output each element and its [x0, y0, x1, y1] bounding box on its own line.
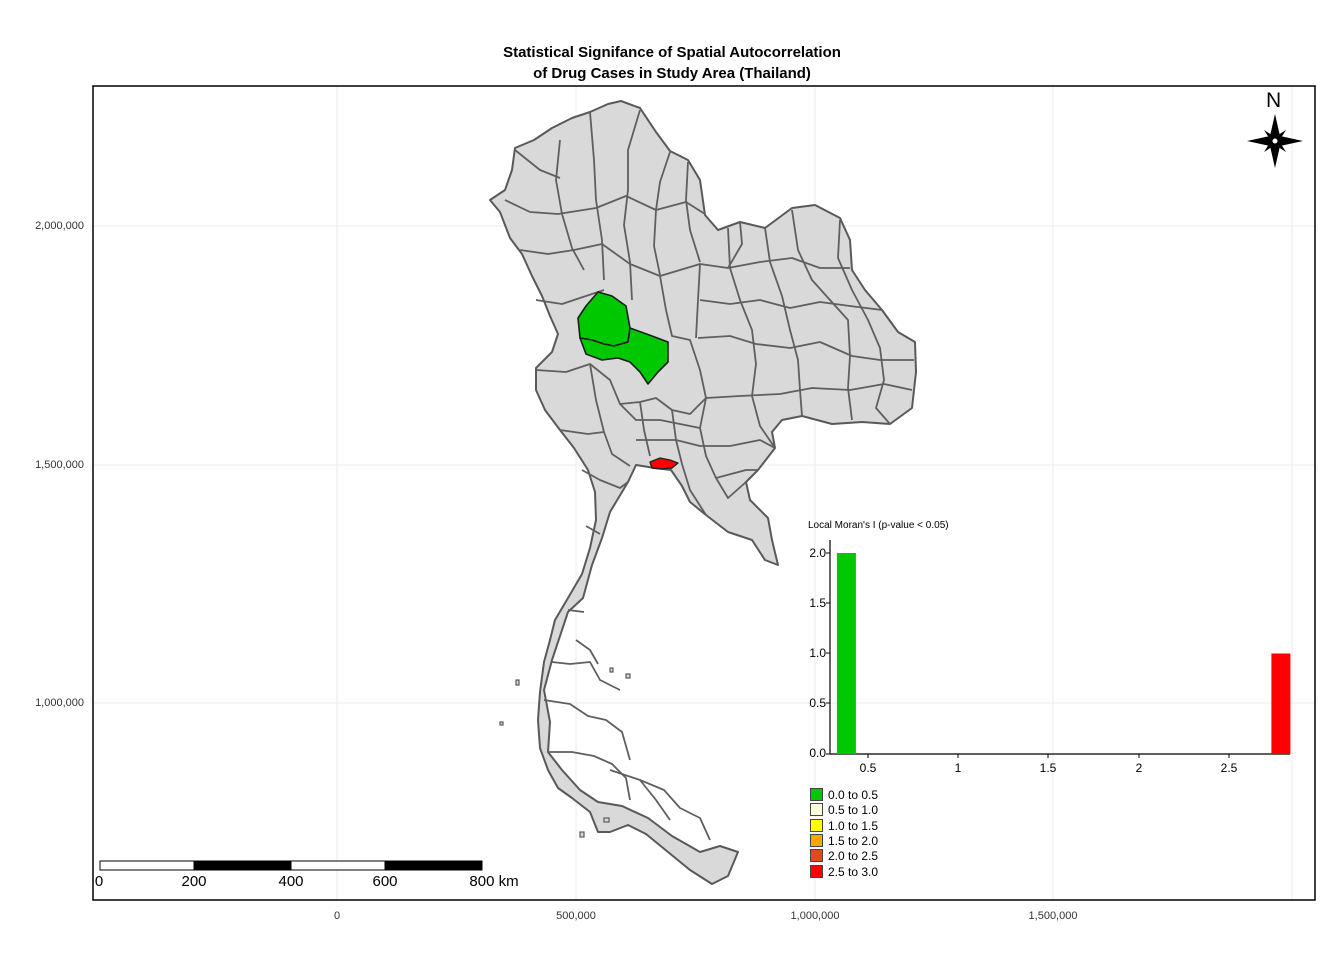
legend-swatch [810, 788, 823, 801]
legend-item: 1.0 to 1.5 [810, 818, 878, 833]
x-tick-label: 1,500,000 [1028, 910, 1078, 922]
cluster-province-green-east [579, 327, 669, 385]
scale-bar-label: 200 [181, 873, 207, 890]
map-title-line1: Statistical Signifance of Spatial Autoco… [503, 44, 841, 61]
y-tick-label: 2,000,000 [35, 220, 84, 232]
legend-item: 2.0 to 2.5 [810, 848, 878, 863]
legend-item: 2.5 to 3.0 [810, 864, 878, 879]
legend-label: 2.5 to 3.0 [828, 864, 879, 879]
histogram-y-tick: 1.5 [809, 596, 826, 610]
legend-swatch [810, 849, 823, 862]
x-tick-label: 500,000 [556, 910, 596, 922]
histogram-y-tick: 0.0 [809, 746, 826, 760]
legend-item: 0.5 to 1.0 [810, 802, 878, 817]
histogram-title: Local Moran's I (p-value < 0.05) [808, 520, 949, 531]
scale-bar-label: 0 [94, 873, 104, 890]
legend-label: 1.0 to 1.5 [828, 818, 879, 833]
legend-label: 2.0 to 2.5 [828, 848, 879, 863]
y-tick-label: 1,000,000 [35, 697, 84, 709]
histogram-bar [1271, 653, 1291, 754]
panel-frame [92, 85, 1316, 901]
thailand-country [489, 100, 917, 885]
north-label: N [1266, 89, 1282, 112]
map-title-line2: of Drug Cases in Study Area (Thailand) [533, 65, 811, 82]
histogram-x-tick: 2.5 [1220, 761, 1238, 775]
legend-swatch [810, 865, 823, 878]
histogram-bars [836, 553, 1291, 754]
x-tick-label: 0 [333, 910, 341, 922]
histogram-x-tick: 2 [1135, 761, 1143, 775]
histogram-y-tick: 1.0 [809, 646, 826, 660]
legend-item: 1.5 to 2.0 [810, 833, 878, 848]
legend-label: 0.5 to 1.0 [828, 802, 879, 817]
scale-bar [99, 860, 483, 871]
legend-item: 0.0 to 0.5 [810, 787, 878, 802]
histogram-bar [836, 553, 856, 754]
north-arrow-icon [1247, 114, 1303, 168]
scale-bar-label: 600 [372, 873, 398, 890]
histogram-x-tick: 1.5 [1039, 761, 1057, 775]
map-title: Statistical Signifance of Spatial Autoco… [0, 42, 1344, 84]
legend-swatch [810, 834, 823, 847]
x-tick-label: 1,000,000 [790, 910, 840, 922]
legend-swatch [810, 803, 823, 816]
legend-label: 1.5 to 2.0 [828, 833, 879, 848]
legend-swatch [810, 819, 823, 832]
cluster-province-red-south [649, 457, 679, 470]
scale-bar-label: 800 km [469, 873, 519, 890]
thailand-outline [489, 100, 917, 885]
islands [499, 667, 631, 838]
province-boundaries [504, 109, 914, 841]
y-tick-label: 1,500,000 [35, 459, 84, 471]
legend-label: 0.0 to 0.5 [828, 787, 879, 802]
histogram-y-tick: 0.5 [809, 696, 826, 710]
histogram-y-tick: 2.0 [809, 546, 826, 560]
scale-bar-label: 400 [278, 873, 304, 890]
histogram-ticks [826, 552, 1230, 758]
histogram-x-tick: 0.5 [859, 761, 877, 775]
histogram-x-tick: 1 [954, 761, 962, 775]
